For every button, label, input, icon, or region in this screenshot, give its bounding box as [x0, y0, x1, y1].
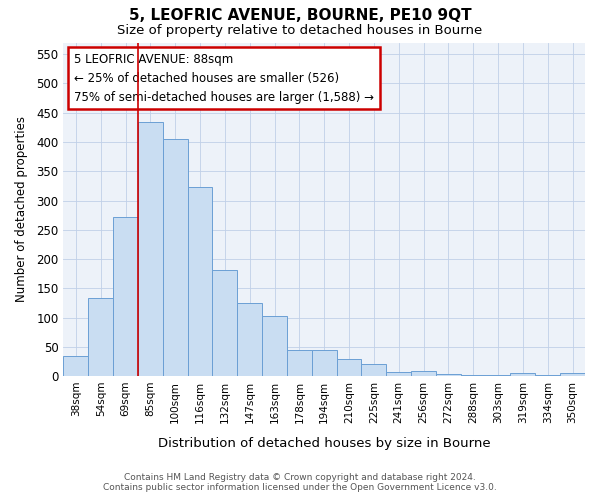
Bar [113, 217, 138, 376]
Bar [560, 373, 585, 376]
Bar [511, 373, 535, 376]
Text: 5 LEOFRIC AVENUE: 88sqm
← 25% of detached houses are smaller (526)
75% of semi-d: 5 LEOFRIC AVENUE: 88sqm ← 25% of detache… [74, 52, 374, 104]
Bar [212, 270, 237, 376]
X-axis label: Distribution of detached houses by size in Bourne: Distribution of detached houses by size … [158, 437, 491, 450]
Text: 5, LEOFRIC AVENUE, BOURNE, PE10 9QT: 5, LEOFRIC AVENUE, BOURNE, PE10 9QT [128, 8, 472, 22]
Bar [138, 122, 163, 376]
Bar [237, 303, 262, 376]
Bar [361, 364, 386, 376]
Bar [535, 375, 560, 376]
Text: Contains HM Land Registry data © Crown copyright and database right 2024.
Contai: Contains HM Land Registry data © Crown c… [103, 473, 497, 492]
Bar [312, 350, 337, 376]
Bar [88, 298, 113, 376]
Bar [411, 372, 436, 376]
Bar [461, 375, 485, 376]
Bar [386, 372, 411, 376]
Bar [188, 187, 212, 376]
Bar [485, 375, 511, 376]
Bar [64, 356, 88, 376]
Bar [163, 139, 188, 376]
Bar [436, 374, 461, 376]
Bar [262, 316, 287, 376]
Text: Size of property relative to detached houses in Bourne: Size of property relative to detached ho… [118, 24, 482, 37]
Bar [337, 358, 361, 376]
Bar [287, 350, 312, 376]
Y-axis label: Number of detached properties: Number of detached properties [15, 116, 28, 302]
